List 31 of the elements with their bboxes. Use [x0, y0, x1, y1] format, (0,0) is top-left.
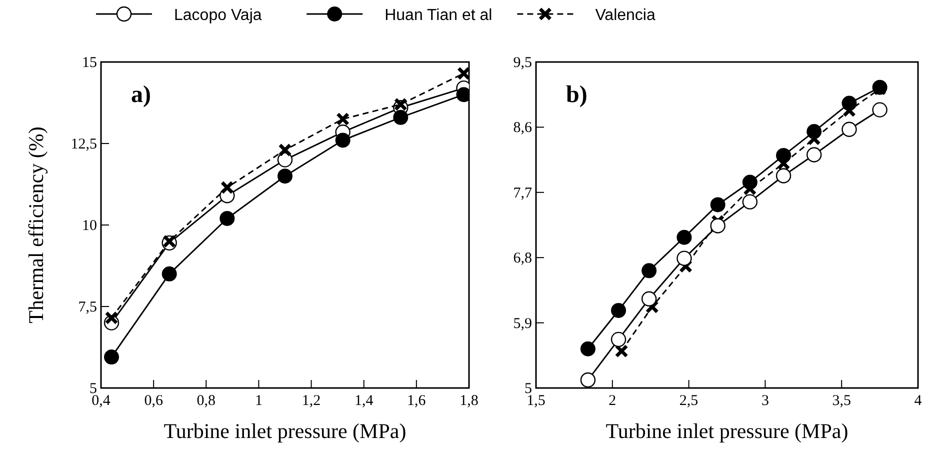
y-tick-label: 5,9 [513, 316, 532, 332]
x-axis-title: Turbine inlet pressure (MPa) [164, 419, 406, 443]
legend-label: Huan Tian et al [384, 7, 492, 24]
x-tick-label: 3 [761, 393, 769, 409]
x-tick-label: 3,5 [832, 393, 851, 409]
y-tick-label: 15 [82, 55, 97, 71]
x-tick-label: 1,4 [354, 393, 374, 409]
y-tick-label: 6,8 [513, 250, 532, 267]
x-tick-label: 1,5 [526, 393, 546, 409]
y-axis-title: Thermal efficiency (%) [24, 126, 48, 324]
x-tick-label: 2,5 [679, 393, 698, 409]
x-tick-label: 1 [254, 393, 262, 409]
x-tick-label: 0,8 [196, 393, 216, 409]
x-tick-label: 1,2 [302, 393, 321, 409]
y-tick-label: 7,5 [78, 300, 97, 316]
legend-label: Lacopo Vaja [174, 7, 262, 24]
y-tick-label: 10 [82, 218, 97, 234]
x-tick-label: 2 [608, 393, 616, 409]
y-tick-label: 7,7 [513, 185, 532, 202]
x-tick-label: 0,4 [92, 393, 111, 409]
annotation: b) [566, 82, 588, 108]
legend-label: Valencia [595, 7, 656, 24]
x-tick-label: 0,6 [144, 393, 164, 409]
x-tick-label: 1,8 [460, 393, 478, 409]
annotation: a) [131, 82, 151, 108]
y-tick-label: 9,5 [513, 55, 532, 71]
x-axis-title: Turbine inlet pressure (MPa) [606, 419, 848, 443]
y-tick-label: 12,5 [70, 136, 97, 152]
y-tick-label: 8,6 [513, 120, 532, 136]
x-tick-label: 4 [914, 393, 922, 409]
x-tick-label: 1,6 [407, 393, 426, 409]
